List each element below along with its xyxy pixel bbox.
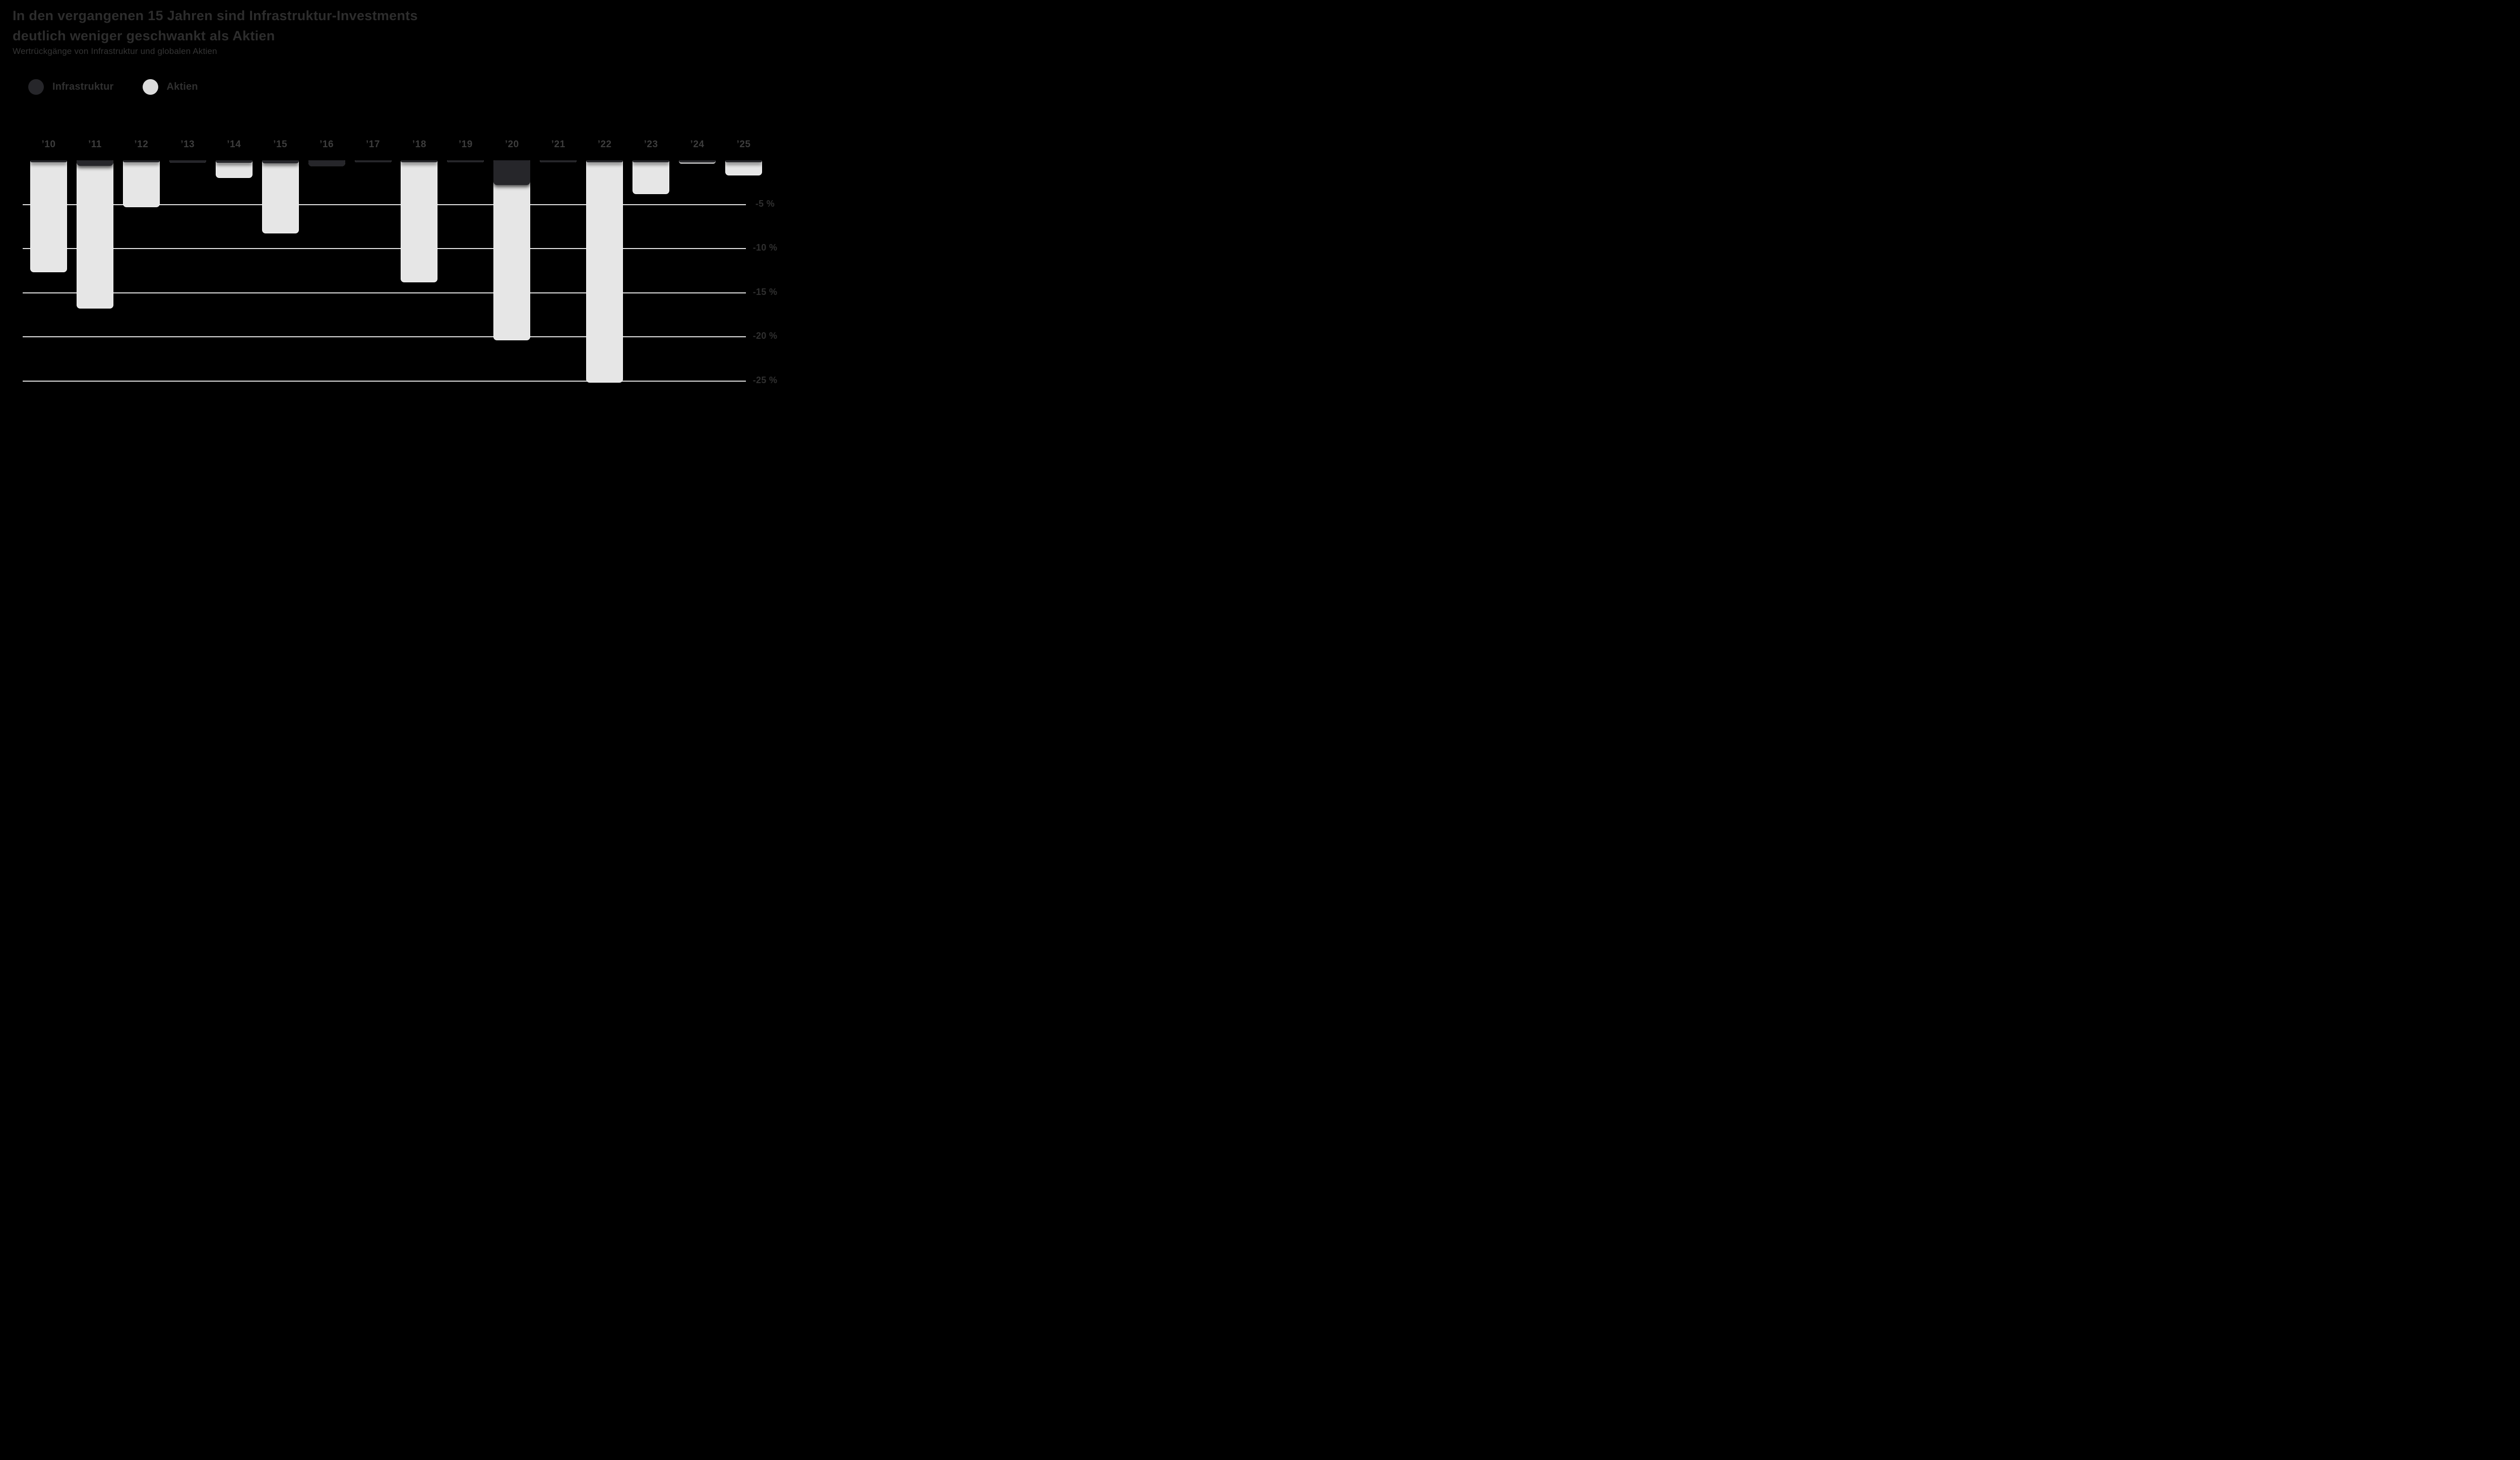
bar-infrastruktur-24 [679, 160, 716, 162]
gridline--20 [23, 336, 746, 337]
legend-label-infrastruktur: Infrastruktur [52, 81, 114, 92]
bar-infrastruktur-19 [447, 160, 484, 162]
aktien-swatch-icon [142, 79, 158, 95]
chart-title-line1: In den vergangenen 15 Jahren sind Infras… [13, 8, 418, 23]
bar-aktien-23 [633, 160, 670, 194]
bar-infrastruktur-20 [493, 160, 531, 185]
bar-aktien-25 [725, 160, 762, 175]
x-axis-label-19: ’19 [458, 139, 473, 150]
x-axis-label-14: ’14 [227, 139, 241, 150]
chart-title-line2: deutlich weniger geschwankt als Aktien [13, 28, 275, 43]
x-axis-label-21: ’21 [551, 139, 565, 150]
bar-infrastruktur-25 [725, 160, 762, 162]
bar-infrastruktur-13 [169, 160, 206, 163]
bar-aktien-12 [122, 160, 160, 207]
bar-infrastruktur-16 [308, 160, 345, 167]
bar-aktien-14 [215, 160, 253, 178]
legend-item-infrastruktur: Infrastruktur [28, 79, 114, 95]
y-tick-label--5: -5 % [755, 198, 775, 209]
gridline--25 [23, 380, 746, 382]
x-axis-label-11: ’11 [88, 139, 102, 150]
legend-item-aktien: Aktien [142, 79, 198, 95]
x-axis-label-20: ’20 [505, 139, 519, 150]
y-tick-label--20: -20 % [752, 331, 778, 341]
x-axis-label-22: ’22 [597, 139, 612, 150]
bar-aktien-10 [30, 160, 67, 273]
bar-infrastruktur-22 [586, 160, 623, 162]
bar-infrastruktur-21 [540, 160, 577, 162]
bar-infrastruktur-10 [30, 160, 67, 162]
bar-infrastruktur-12 [122, 160, 160, 162]
x-axis-label-13: ’13 [180, 139, 195, 150]
bar-infrastruktur-23 [633, 160, 670, 162]
x-axis-label-23: ’23 [644, 139, 658, 150]
chart-subtitle: Wertrückgänge von Infrastruktur und glob… [13, 46, 217, 56]
bar-aktien-11 [76, 160, 113, 309]
bar-aktien-20 [493, 160, 531, 340]
x-axis-label-17: ’17 [366, 139, 380, 150]
bar-infrastruktur-17 [354, 160, 392, 162]
x-axis-label-12: ’12 [134, 139, 149, 150]
y-tick-label--10: -10 % [752, 242, 778, 253]
infrastruktur-swatch-icon [28, 79, 44, 95]
legend: Infrastruktur Aktien [28, 79, 198, 95]
chart-canvas: In den vergangenen 15 Jahren sind Infras… [0, 0, 790, 441]
bar-aktien-22 [586, 160, 623, 383]
x-axis-label-10: ’10 [41, 139, 56, 150]
x-axis-label-16: ’16 [320, 139, 334, 150]
x-axis-label-18: ’18 [412, 139, 426, 150]
bar-infrastruktur-15 [262, 160, 299, 164]
bar-infrastruktur-18 [401, 160, 438, 163]
x-axis-label-25: ’25 [736, 139, 751, 150]
legend-label-aktien: Aktien [166, 81, 198, 92]
bar-infrastruktur-14 [215, 160, 253, 163]
x-axis-label-24: ’24 [690, 139, 705, 150]
bar-aktien-15 [262, 160, 299, 234]
y-tick-label--25: -25 % [752, 375, 778, 385]
bar-aktien-18 [401, 160, 438, 282]
plot-area: -5 % -10 % -15 % -20 % -25 % ’10 ’11 ’12 ’13 ’14 ’… [0, 0, 790, 441]
gridline--5 [23, 204, 746, 205]
bar-infrastruktur-11 [76, 160, 113, 166]
chart-title: In den vergangenen 15 Jahren sind Infras… [13, 6, 418, 46]
gridline--15 [23, 292, 746, 293]
gridline--10 [23, 248, 746, 249]
x-axis-label-15: ’15 [273, 139, 288, 150]
y-tick-label--15: -15 % [752, 286, 778, 297]
